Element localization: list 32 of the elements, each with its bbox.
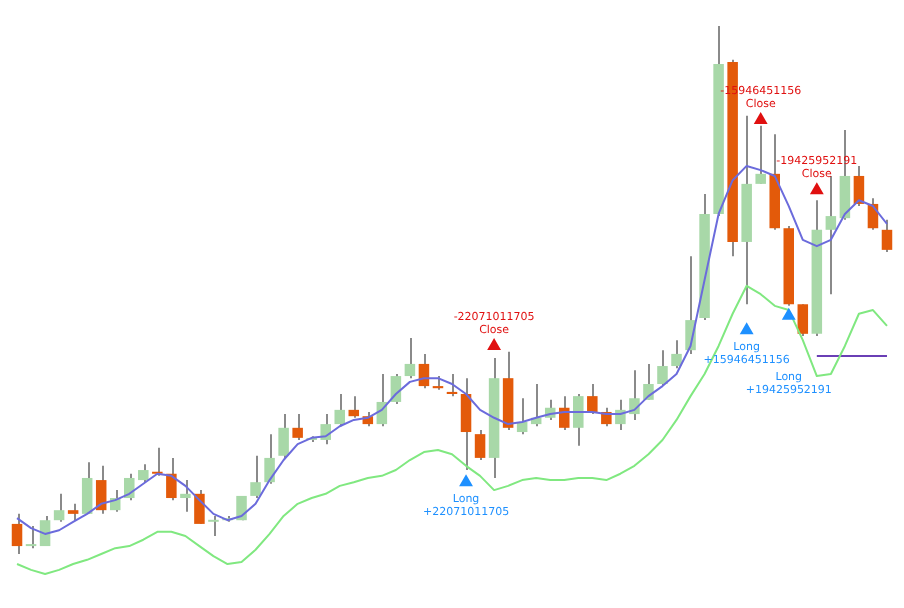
candlestick [11, 512, 23, 555]
point [740, 323, 753, 335]
point [487, 338, 501, 350]
candlestick [573, 393, 584, 447]
candlestick [278, 413, 289, 459]
candlestick [334, 393, 346, 428]
candlestick [292, 413, 303, 441]
candlestick [250, 454, 261, 500]
candlestick [797, 303, 809, 337]
point [459, 475, 473, 487]
candlestick [194, 489, 205, 525]
candlestick [404, 337, 416, 380]
candlestick [587, 382, 598, 416]
candlestick [460, 377, 472, 472]
candlestick [881, 218, 893, 253]
point [754, 112, 767, 124]
candlestick [446, 372, 458, 398]
candlestick [671, 339, 682, 370]
candlestick [53, 492, 65, 523]
point [810, 183, 824, 195]
candlestick [25, 525, 37, 550]
candlestick [264, 433, 275, 485]
candlestick [180, 479, 191, 513]
point [782, 308, 795, 320]
candlestick [166, 456, 177, 502]
candlestick [825, 174, 837, 296]
candlestick [755, 124, 766, 185]
candlestick [208, 514, 219, 538]
candlestick [474, 428, 486, 462]
candlestick [348, 395, 360, 419]
candlestick [81, 461, 93, 515]
candlestick [657, 349, 668, 388]
